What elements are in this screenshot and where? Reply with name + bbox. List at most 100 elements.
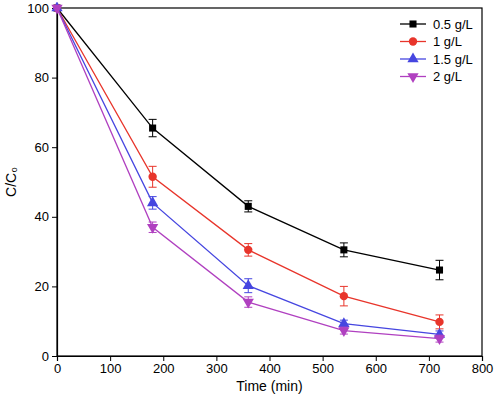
error-bar	[436, 260, 444, 279]
plot: 0 100 200 300 400 500 600 700 800 0 20 40 60 80 100 0.5…	[27, 1, 493, 377]
error-bar	[244, 244, 252, 257]
marker	[436, 267, 443, 274]
legend-item: 0.5 g/L	[400, 17, 473, 32]
tick-label: 0	[54, 361, 61, 376]
error-bar	[340, 286, 348, 305]
marker	[435, 318, 443, 326]
legend-marker	[407, 73, 418, 83]
series	[51, 5, 445, 345]
marker	[434, 335, 445, 345]
error-cap	[149, 136, 157, 137]
error-bar	[340, 243, 348, 257]
tick: 100	[27, 1, 57, 16]
tick-label: 20	[35, 279, 49, 294]
error-cap	[244, 243, 252, 244]
marker	[149, 125, 156, 132]
tick-mark	[52, 217, 57, 218]
legend: 0.5 g/L 1 g/L 1.5 g/L 2 g/L	[400, 17, 473, 85]
marker	[243, 279, 254, 289]
tick-mark	[52, 78, 57, 79]
tick-label: 800	[472, 361, 494, 376]
axis-line	[52, 9, 58, 357]
marker	[147, 224, 158, 234]
marker	[338, 317, 349, 327]
error-cap	[436, 260, 444, 261]
error-cap	[244, 278, 252, 279]
tick: 100	[100, 356, 122, 376]
error-cap	[436, 314, 444, 315]
legend-item: 2 g/L	[400, 69, 462, 84]
legend-label: 1 g/L	[433, 34, 462, 49]
tick: 200	[153, 356, 175, 376]
y-axis: 0 20 40 60 80 100	[27, 1, 57, 364]
error-cap	[244, 296, 252, 297]
x-axis: 0 100 200 300 400 500 600 700 800	[54, 356, 493, 376]
tick-mark	[52, 286, 57, 287]
legend-label: 1.5 g/L	[433, 52, 473, 67]
tick-label: 200	[153, 361, 175, 376]
legend-item: 1 g/L	[400, 34, 462, 49]
line	[57, 8, 440, 334]
data-area	[51, 2, 445, 345]
error-bar	[244, 201, 252, 212]
error-cap	[436, 279, 444, 280]
tick-mark	[52, 356, 57, 357]
tick-label: 80	[35, 70, 49, 85]
error-cap	[149, 166, 157, 167]
legend-marker	[409, 37, 417, 45]
error-cap	[244, 256, 252, 257]
tick: 80	[35, 70, 57, 85]
tick: 20	[35, 279, 57, 294]
series	[51, 2, 445, 338]
error-cap	[244, 200, 252, 201]
line	[57, 8, 440, 322]
error-cap	[340, 286, 348, 287]
tick-label: 500	[312, 361, 334, 376]
marker	[243, 299, 254, 309]
tick-label: 700	[419, 361, 441, 376]
x-axis-title: Time (min)	[236, 378, 302, 394]
marker	[147, 196, 158, 206]
tick: 500	[312, 356, 334, 376]
error-bar	[149, 166, 157, 187]
marker	[340, 246, 347, 253]
tick: 300	[206, 356, 228, 376]
series	[53, 4, 443, 279]
error-bar	[436, 315, 444, 329]
chart: 0 100 200 300 400 500 600 700 800 0 20 40 60 80 100 0.5…	[0, 0, 500, 399]
marker	[51, 5, 62, 15]
tick-label: 600	[365, 361, 387, 376]
error-cap	[340, 305, 348, 306]
tick-label: 100	[100, 361, 122, 376]
tick-label: 60	[35, 140, 49, 155]
tick-label: 400	[259, 361, 281, 376]
marker	[340, 292, 348, 300]
marker	[148, 173, 156, 181]
series	[53, 4, 444, 329]
error-cap	[244, 292, 252, 293]
tick-label: 300	[206, 361, 228, 376]
tick: 40	[35, 209, 57, 224]
legend-marker	[407, 52, 418, 62]
tick: 0	[54, 356, 61, 376]
tick: 60	[35, 140, 57, 155]
legend-item: 1.5 g/L	[400, 52, 473, 67]
tick-label: 0	[42, 349, 49, 364]
marker	[338, 327, 349, 337]
tick-label: 100	[27, 1, 49, 16]
tick-mark	[52, 147, 57, 148]
error-bar	[149, 119, 157, 136]
error-cap	[149, 187, 157, 188]
error-cap	[149, 209, 157, 210]
y-axis-title: C/C₀	[3, 167, 19, 197]
plot-frame	[57, 8, 482, 356]
legend-label: 2 g/L	[433, 69, 462, 84]
marker	[245, 203, 252, 210]
tick: 800	[472, 356, 494, 376]
line	[57, 8, 440, 339]
legend-label: 0.5 g/L	[433, 17, 473, 32]
error-cap	[149, 222, 157, 223]
tick: 400	[259, 356, 281, 376]
tick-label: 40	[35, 209, 49, 224]
tick: 600	[365, 356, 387, 376]
